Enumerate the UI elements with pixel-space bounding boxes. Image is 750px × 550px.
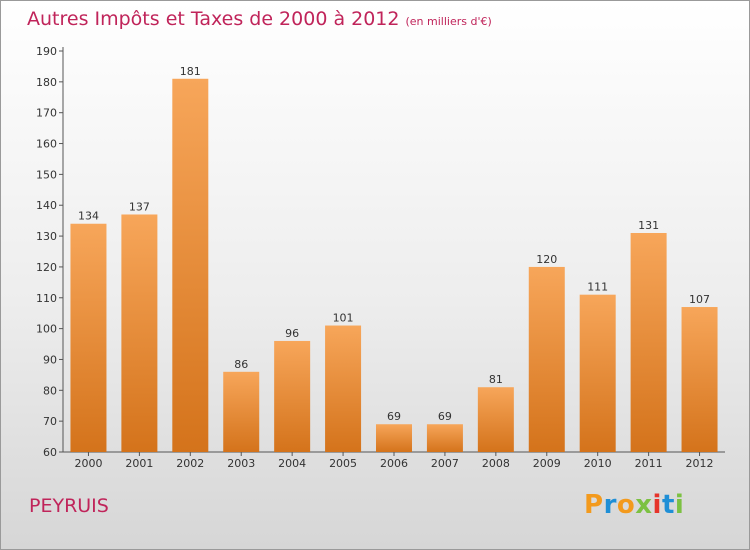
data-label-2011: 131 [638, 219, 659, 232]
chart-subtitle: (en milliers d'€) [405, 15, 492, 28]
x-tick-label: 2001 [125, 457, 153, 470]
chart-title-text: Autres Impôts et Taxes de 2000 à 2012 [27, 8, 400, 30]
x-tick-label: 2011 [635, 457, 663, 470]
y-tick-label: 70 [43, 415, 57, 428]
x-tick-label: 2008 [482, 457, 510, 470]
x-tick-label: 2003 [227, 457, 255, 470]
data-label-2005: 101 [333, 312, 354, 325]
x-tick-label: 2010 [584, 457, 612, 470]
bar-2005 [325, 325, 362, 452]
bar-2000 [70, 223, 107, 452]
bar-2008 [477, 387, 514, 452]
data-label-2004: 96 [285, 327, 299, 340]
bar-2012 [681, 307, 718, 452]
y-tick-label: 120 [36, 261, 57, 274]
bar-2011 [630, 232, 667, 452]
data-label-2009: 120 [536, 253, 557, 266]
bar-2006 [376, 424, 412, 452]
y-tick-label: 100 [36, 323, 57, 336]
y-tick-label: 170 [36, 107, 57, 120]
x-tick-label: 2004 [278, 457, 306, 470]
data-label-2012: 107 [689, 293, 710, 306]
data-label-2008: 81 [489, 373, 503, 386]
y-tick-label: 110 [36, 292, 57, 305]
town-name: PEYRUIS [29, 495, 109, 517]
x-tick-label: 2009 [533, 457, 561, 470]
data-labels-group: 134 137 181 86 96 101 69 69 81 120 111 131 107 [78, 65, 710, 423]
data-label-2003: 86 [234, 358, 248, 371]
x-tick-label: 2007 [431, 457, 459, 470]
data-label-2010: 111 [587, 281, 608, 294]
bar-2003 [223, 371, 260, 452]
x-tick-label: 2002 [176, 457, 204, 470]
bars-group [70, 78, 718, 452]
y-tick-label: 180 [36, 76, 57, 89]
data-label-2000: 134 [78, 210, 99, 223]
data-label-2007: 69 [438, 410, 452, 423]
y-tick-label: 80 [43, 384, 57, 397]
y-tick-label: 130 [36, 230, 57, 243]
x-tick-label: 2000 [74, 457, 102, 470]
bar-2002 [172, 78, 209, 452]
y-tick-label: 190 [36, 45, 57, 58]
data-label-2001: 137 [129, 200, 150, 213]
x-tick-label: 2012 [686, 457, 714, 470]
bar-2009 [528, 266, 565, 452]
bar-2004 [274, 340, 311, 452]
x-tick-label: 2006 [380, 457, 408, 470]
y-tick-label: 160 [36, 138, 57, 151]
bar-2001 [121, 214, 158, 452]
y-tick-label: 150 [36, 168, 57, 181]
data-label-2006: 69 [387, 410, 401, 423]
bar-2010 [579, 294, 616, 452]
y-tick-label: 140 [36, 199, 57, 212]
chart-title: Autres Impôts et Taxes de 2000 à 2012 (en… [27, 8, 492, 30]
data-label-2002: 181 [180, 65, 201, 78]
bar-2007 [426, 424, 463, 452]
x-tick-label: 2005 [329, 457, 357, 470]
y-tick-label: 90 [43, 353, 57, 366]
y-tick-label: 60 [43, 446, 57, 459]
proxiti-logo: Proxiti [584, 490, 685, 520]
